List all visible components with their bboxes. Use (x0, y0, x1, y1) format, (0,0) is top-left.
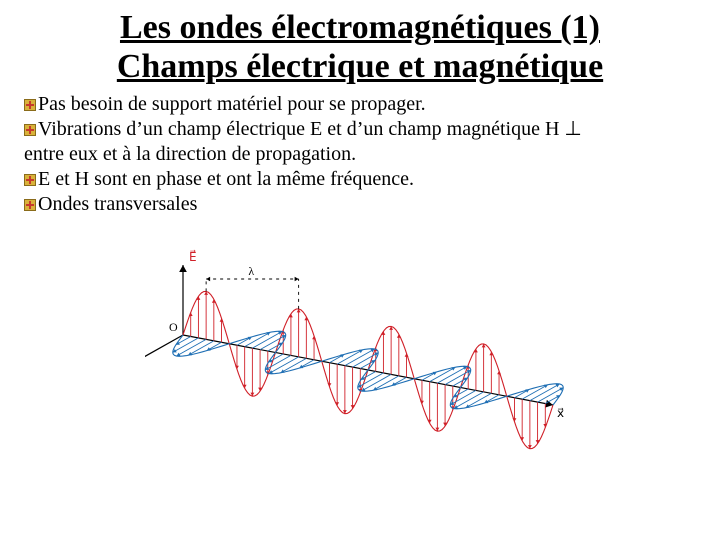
list-item: E et H sont en phase et ont la même fréq… (24, 167, 696, 192)
bullet-text: Ondes transversales (38, 193, 197, 215)
bullet-text: Vibrations d’un champ électrique E et d’… (38, 118, 582, 140)
list-item: Vibrations d’un champ électrique E et d’… (24, 117, 696, 142)
bullet-text: entre eux et à la direction de propagati… (24, 143, 356, 165)
svg-text:O: O (169, 320, 178, 334)
plus-icon (24, 199, 36, 211)
em-wave-diagram: E⃗B⃗Ox⃗λ (145, 227, 575, 477)
svg-text:x⃗: x⃗ (557, 406, 564, 420)
page-title: Les ondes électromagnétiques (1) Champs … (24, 8, 696, 86)
bullet-text: Pas besoin de support matériel pour se p… (38, 93, 426, 115)
plus-icon (24, 124, 36, 136)
bullet-list: Pas besoin de support matériel pour se p… (24, 92, 696, 217)
title-line-1: Les ondes électromagnétiques (1) (120, 9, 600, 46)
list-item: entre eux et à la direction de propagati… (24, 142, 696, 167)
bullet-text: E et H sont en phase et ont la même fréq… (38, 168, 414, 190)
svg-text:λ: λ (248, 264, 254, 278)
list-item: Ondes transversales (24, 192, 696, 217)
plus-icon (24, 99, 36, 111)
diagram-container: E⃗B⃗Ox⃗λ (24, 227, 696, 477)
svg-text:E⃗: E⃗ (189, 249, 197, 264)
plus-icon (24, 174, 36, 186)
title-line-2: Champs électrique et magnétique (117, 48, 603, 85)
list-item: Pas besoin de support matériel pour se p… (24, 92, 696, 117)
